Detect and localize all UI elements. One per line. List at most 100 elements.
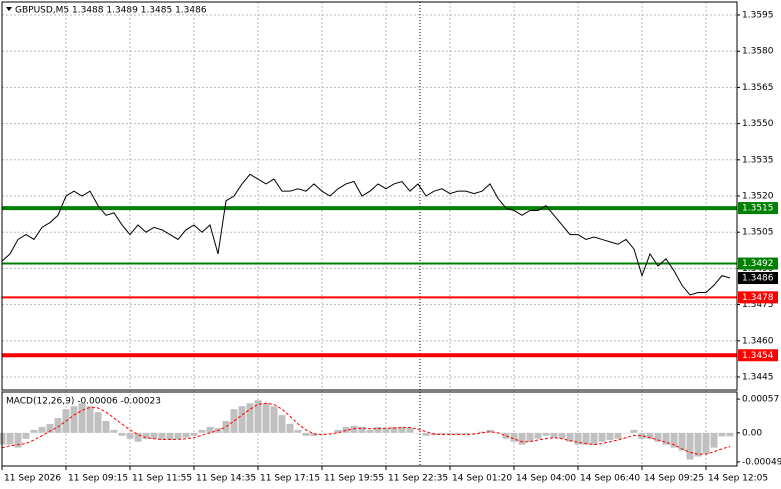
histogram-bar [574, 432, 582, 445]
histogram-bar [718, 432, 726, 437]
x-tick-label: 14 Sep 04:00 [516, 474, 576, 484]
histogram-bar [30, 429, 38, 433]
histogram-bar [86, 406, 94, 433]
x-tick-label: 11 Sep 14:35 [196, 474, 256, 484]
histogram-bar [246, 403, 254, 433]
histogram-bar [318, 432, 326, 434]
histogram-bar [110, 429, 118, 433]
y-tick-label: 1.3535 [742, 155, 774, 165]
level-label-box [738, 257, 778, 270]
histogram-bar [462, 432, 470, 435]
histogram-bar [694, 432, 702, 457]
y-tick-label: 1.3565 [742, 83, 774, 93]
x-tick-label: 14 Sep 01:20 [452, 474, 512, 484]
x-tick-label: 11 Sep 09:15 [68, 474, 128, 484]
histogram-bar [670, 432, 678, 448]
histogram-bar [582, 432, 590, 445]
histogram-bar [166, 432, 174, 440]
histogram-bar [422, 432, 430, 436]
level-label: 1.3515 [742, 204, 774, 214]
x-tick-label: 11 Sep 19:55 [324, 474, 384, 484]
histogram-bar [622, 432, 630, 434]
level-label-box [738, 349, 778, 362]
histogram-bar [518, 432, 526, 445]
y-tick-label: 1.3550 [742, 119, 774, 129]
y-tick-label: 1.3520 [742, 192, 774, 202]
y-tick-label: 0.00 [742, 428, 762, 438]
histogram-bar [382, 428, 390, 433]
y-tick-label: 1.3460 [742, 336, 774, 346]
histogram-bar [406, 428, 414, 433]
histogram-bar [598, 432, 606, 442]
histogram-bar [358, 426, 366, 433]
x-tick-label: 11 Sep 17:15 [260, 474, 320, 484]
histogram-bar [446, 432, 454, 435]
histogram-bar [254, 400, 262, 433]
histogram-bar [230, 409, 238, 433]
histogram-bar [14, 432, 22, 448]
histogram-bar [294, 429, 302, 433]
histogram-bar [342, 426, 350, 433]
histogram-bar [46, 423, 54, 433]
histogram-bar [566, 432, 574, 442]
y-tick-label: 1.3595 [742, 11, 774, 21]
x-tick-label: 11 Sep 11:55 [132, 474, 192, 484]
x-tick-label: 11 Sep 22:35 [388, 474, 448, 484]
histogram-bar [454, 432, 462, 435]
histogram-bar [206, 426, 214, 433]
current-price-label: 1.3486 [742, 274, 774, 284]
histogram-bar [70, 406, 78, 433]
histogram-bar [262, 403, 270, 433]
histogram-bar [606, 432, 614, 440]
x-tick-label: 14 Sep 09:25 [644, 474, 704, 484]
histogram-bar [238, 406, 246, 433]
histogram-bar [22, 432, 30, 439]
price-label-box [738, 272, 778, 285]
signal-line [1, 402, 731, 455]
histogram-bar [630, 429, 638, 433]
histogram-bar [502, 432, 510, 439]
pane-frame [1, 1, 738, 391]
histogram-bar [222, 421, 230, 433]
y-tick-label: 1.3445 [742, 372, 774, 382]
price-line [1, 173, 731, 296]
histogram-bar [174, 432, 182, 439]
y-tick-label: 1.3580 [742, 47, 774, 57]
histogram-bar [662, 432, 670, 445]
histogram-bar [414, 432, 422, 434]
histogram-bar [158, 432, 166, 440]
menu-icon [6, 7, 12, 11]
histogram-bar [366, 429, 374, 433]
histogram-bar [54, 418, 62, 433]
y-tick-label: 1.3505 [742, 228, 774, 238]
histogram-bar [654, 432, 662, 442]
histogram-bar [726, 432, 734, 437]
histogram-bar [526, 432, 534, 442]
histogram-bar [638, 432, 646, 439]
histogram-bar [350, 425, 358, 433]
histogram-bar [558, 432, 566, 439]
histogram-bar [534, 432, 542, 439]
y-tick-label: 0.00057 [742, 395, 779, 405]
histogram-bar [334, 429, 342, 433]
level-label-box [738, 291, 778, 304]
histogram-bar [118, 432, 126, 436]
chart-title: GBPUSD,M5 1.3488 1.3489 1.3485 1.3486 [15, 6, 207, 16]
x-tick-label: 11 Sep 2026 [4, 474, 61, 484]
histogram-bar [142, 432, 150, 439]
histogram-bar [38, 426, 46, 433]
histogram-bar [126, 432, 134, 439]
histogram-bar [510, 432, 518, 442]
x-tick-label: 14 Sep 06:40 [580, 474, 640, 484]
level-label: 1.3454 [742, 351, 774, 361]
pane-frame [1, 391, 738, 467]
histogram-bar [150, 432, 158, 439]
level-label: 1.3478 [742, 293, 774, 303]
histogram-bar [702, 432, 710, 454]
histogram-bar [374, 426, 382, 433]
y-tick-label: 1.3475 [742, 300, 774, 310]
histogram-bar [134, 432, 142, 442]
